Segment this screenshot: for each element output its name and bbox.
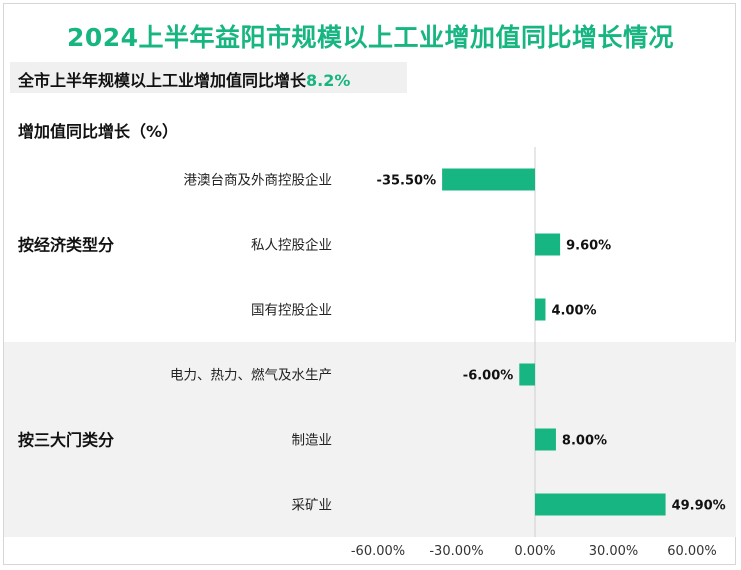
data-label: 8.00% xyxy=(562,434,607,449)
x-tick-label: -60.00% xyxy=(351,544,405,559)
group-label: 按经济类型分 xyxy=(18,236,114,255)
category-label: 国有控股企业 xyxy=(251,302,332,319)
data-label: 4.00% xyxy=(551,304,596,319)
category-label: 私人控股企业 xyxy=(251,237,332,254)
bar xyxy=(535,428,556,451)
group-label: 按三大门类分 xyxy=(18,431,114,450)
y-axis-label: 增加值同比增长（%） xyxy=(18,122,179,141)
bar xyxy=(535,233,561,256)
data-label: 49.90% xyxy=(672,499,726,514)
data-label: -35.50% xyxy=(377,174,437,189)
x-tick-label: 0.00% xyxy=(514,544,555,559)
summary-box: 全市上半年规模以上工业增加值同比增长8.2% xyxy=(10,62,407,93)
bar xyxy=(442,168,535,191)
x-tick-label: -30.00% xyxy=(429,544,483,559)
data-label: 9.60% xyxy=(566,239,611,254)
category-label: 港澳台商及外商控股企业 xyxy=(184,172,333,189)
summary-label: 全市上半年规模以上工业增加值同比增长 xyxy=(18,71,307,90)
bar xyxy=(535,493,666,516)
bar xyxy=(519,363,535,386)
summary-value: 8.2% xyxy=(306,71,351,90)
data-label: -6.00% xyxy=(463,369,514,384)
x-tick-label: 60.00% xyxy=(667,544,717,559)
category-label: 电力、热力、燃气及水生产 xyxy=(170,367,332,384)
bar xyxy=(535,298,546,321)
category-label: 采矿业 xyxy=(292,498,333,514)
x-tick-label: 30.00% xyxy=(589,544,639,559)
chart-frame xyxy=(3,3,736,565)
summary-text: 全市上半年规模以上工业增加值同比增长8.2% xyxy=(18,67,350,91)
chart-title: 2024上半年益阳市规模以上工业增加值同比增长情况 xyxy=(66,23,675,52)
category-label: 制造业 xyxy=(292,433,333,449)
